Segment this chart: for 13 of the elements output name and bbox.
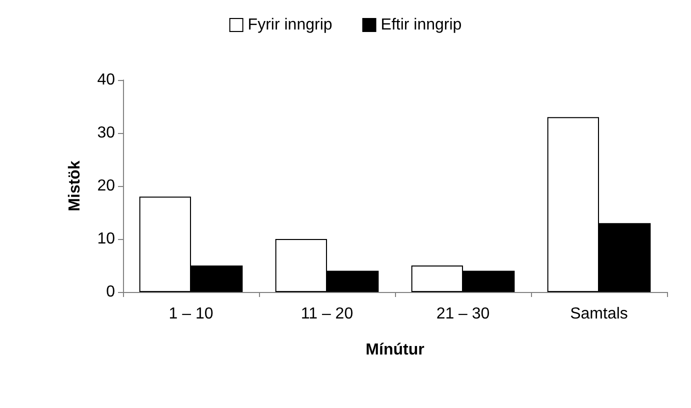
legend-label: Fyrir inngrip	[248, 16, 332, 34]
x-axis-title: Mínútur	[366, 342, 424, 358]
y-axis-title: Mistök	[66, 160, 84, 212]
y-tick-label: 10	[97, 230, 116, 248]
y-tick-label: 0	[106, 284, 116, 300]
legend-label: Eftir inngrip	[380, 16, 462, 34]
x-tick-label: 1 – 10	[168, 306, 214, 322]
x-tick-label: Samtals	[570, 306, 628, 322]
y-tick-label: 40	[97, 72, 116, 88]
y-tick-label: 30	[97, 124, 116, 142]
x-tick-label: 11 – 20	[300, 306, 354, 322]
y-tick-label: 20	[97, 178, 116, 194]
x-tick-label: 21 – 30	[436, 306, 490, 322]
